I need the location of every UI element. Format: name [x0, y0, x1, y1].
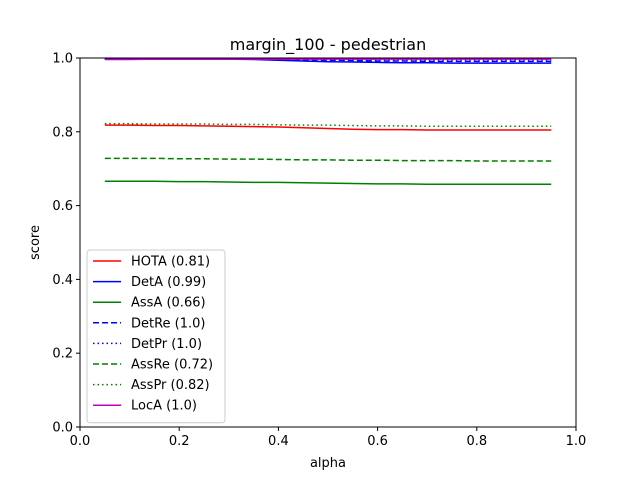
y-tick-label: 1.0	[52, 52, 73, 67]
x-tick-label: 0.6	[367, 434, 388, 449]
legend-entry: AssA (0.66)	[131, 296, 206, 311]
x-tick-label: 0.0	[70, 434, 91, 449]
chart-title: margin_100 - pedestrian	[230, 35, 427, 55]
legend-entry: AssPr (0.82)	[131, 378, 210, 393]
series-line-0	[104, 124, 552, 131]
y-tick-label: 0.4	[52, 273, 73, 288]
y-axis-label: score	[28, 225, 43, 260]
legend-entry: LocA (1.0)	[131, 399, 197, 414]
legend-entry: DetRe (1.0)	[131, 316, 206, 331]
y-tick-label: 0.8	[52, 125, 73, 140]
y-tick-label: 0.6	[52, 199, 73, 214]
x-tick-label: 1.0	[566, 434, 587, 449]
x-tick-label: 0.2	[169, 434, 190, 449]
legend-entry: DetPr (1.0)	[131, 337, 202, 352]
legend-entry: HOTA (0.81)	[131, 255, 210, 270]
legend: HOTA (0.81) DetA (0.99) AssA (0.66) DetRe (…	[86, 249, 226, 424]
y-tick-label: 0.2	[52, 347, 73, 362]
series-line-5	[104, 157, 552, 162]
x-tick-label: 0.4	[268, 434, 289, 449]
x-axis-ticks: 0.0 0.2 0.4 0.6 0.8 1.0	[70, 427, 587, 449]
y-tick-label: 0.0	[52, 421, 73, 436]
series-line-2	[104, 180, 552, 185]
plot-frame	[79, 57, 577, 428]
legend-box	[86, 249, 226, 424]
x-axis-label: alpha	[310, 456, 346, 471]
x-tick-label: 0.8	[466, 434, 487, 449]
legend-entry: AssRe (0.72)	[131, 358, 213, 373]
series-layer	[104, 57, 552, 185]
y-axis-ticks: 0.0 0.2 0.4 0.6 0.8 1.0	[52, 52, 80, 436]
legend-entry: DetA (0.99)	[131, 275, 206, 290]
